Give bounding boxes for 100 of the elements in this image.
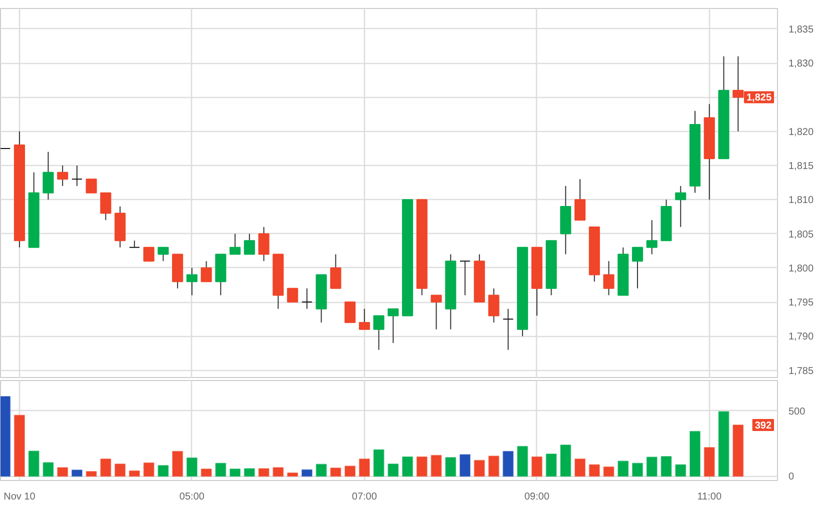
candlestick <box>632 246 644 289</box>
bar <box>660 456 672 477</box>
x-tick-label: 07:00 <box>352 492 378 502</box>
candlestick <box>158 246 169 262</box>
candlestick <box>301 288 312 310</box>
bar <box>502 450 514 477</box>
candlestick <box>244 233 255 255</box>
bar <box>128 470 140 477</box>
bar <box>675 464 686 477</box>
candlestick <box>57 165 68 186</box>
bar <box>344 466 356 477</box>
candlestick <box>100 192 112 221</box>
bar <box>272 467 284 477</box>
candlestick <box>143 246 154 262</box>
candlestick <box>71 165 82 186</box>
bar <box>646 456 658 477</box>
x-tick-label: 09:00 <box>524 492 550 502</box>
bar <box>330 467 342 477</box>
candlestick <box>344 302 356 324</box>
candlestick <box>330 254 342 289</box>
bar <box>244 468 255 477</box>
bar <box>402 456 414 477</box>
bar <box>574 458 586 477</box>
y-tick-label: 1,800 <box>788 263 814 274</box>
bar <box>488 456 500 477</box>
y-tick-label: 1,785 <box>788 366 814 377</box>
bar <box>445 457 456 477</box>
annotation: 1,825 <box>746 92 772 104</box>
bar <box>42 462 54 477</box>
candlestick <box>42 151 54 200</box>
candlestick <box>488 288 500 324</box>
candlestick <box>358 308 370 330</box>
bar <box>603 466 614 477</box>
x-tick-label: 11:00 <box>697 492 722 502</box>
y-tick-label: 1,805 <box>788 229 814 240</box>
candlestick <box>603 260 614 296</box>
candlestick <box>287 288 298 303</box>
candlestick <box>86 178 97 194</box>
bar <box>546 454 557 477</box>
bar <box>258 468 270 477</box>
y-tick-label: 500 <box>788 406 806 418</box>
bar <box>172 450 184 477</box>
bar <box>516 446 528 477</box>
candlestick <box>502 308 514 350</box>
y-tick-label: 1,795 <box>788 298 814 309</box>
candlestick <box>388 308 399 344</box>
bar <box>689 430 701 477</box>
bar <box>718 411 730 477</box>
y-tick-label: 1,820 <box>788 126 814 138</box>
bar <box>358 458 370 477</box>
candlestick <box>128 240 140 248</box>
candlestick <box>373 315 384 350</box>
bar <box>114 464 126 477</box>
bar <box>588 464 600 477</box>
candlestick <box>258 226 270 262</box>
bar <box>316 464 327 477</box>
bar <box>287 472 298 477</box>
y-tick-label: 1,835 <box>788 24 814 36</box>
bar <box>230 468 241 477</box>
bar <box>632 462 644 477</box>
bar <box>100 458 112 477</box>
y-tick-label: 1,815 <box>788 161 814 172</box>
y-tick-label: 1,830 <box>788 58 814 70</box>
bar <box>430 454 442 477</box>
bar <box>14 414 25 477</box>
bar <box>373 449 384 477</box>
bar <box>531 456 542 477</box>
x-tick-label: 05:00 <box>179 492 205 502</box>
x-tick-label: Nov 10 <box>4 492 36 502</box>
bar <box>618 460 629 477</box>
bar <box>388 464 399 477</box>
bar <box>57 467 68 477</box>
bar <box>158 464 169 477</box>
candlestick <box>430 294 442 330</box>
bar <box>215 462 226 477</box>
y-tick-label: 0 <box>788 472 794 483</box>
bar <box>416 456 428 477</box>
bar <box>143 462 154 477</box>
candlestick <box>675 185 686 228</box>
bar <box>732 424 744 477</box>
candlestick <box>186 267 198 296</box>
bar <box>704 446 715 477</box>
annotation: 392 <box>754 420 772 432</box>
bar <box>301 469 312 477</box>
bar <box>0 396 11 477</box>
candlestick <box>230 233 241 255</box>
candlestick <box>200 260 212 282</box>
bar <box>460 454 471 477</box>
candlestick <box>460 260 471 296</box>
bar <box>474 460 485 477</box>
bar <box>200 468 212 477</box>
candlestick <box>574 178 586 221</box>
bar <box>28 450 40 477</box>
y-tick-label: 1,810 <box>788 195 814 206</box>
y-tick-label: 1,790 <box>788 332 814 343</box>
candlestick <box>646 220 658 255</box>
bar <box>186 457 198 477</box>
bar <box>86 470 97 477</box>
bar <box>560 444 572 477</box>
bar <box>71 470 82 477</box>
